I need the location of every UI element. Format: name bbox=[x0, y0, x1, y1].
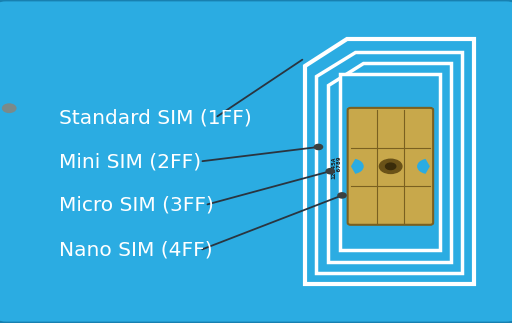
Wedge shape bbox=[352, 160, 363, 173]
Circle shape bbox=[386, 163, 396, 170]
Polygon shape bbox=[316, 52, 462, 273]
Text: Nano SIM (4FF): Nano SIM (4FF) bbox=[59, 241, 212, 260]
Circle shape bbox=[338, 193, 346, 198]
Bar bbox=[340, 74, 440, 250]
Text: Micro SIM (3FF): Micro SIM (3FF) bbox=[59, 196, 214, 214]
Text: Standard SIM (1FF): Standard SIM (1FF) bbox=[59, 109, 251, 127]
Circle shape bbox=[3, 104, 16, 112]
Polygon shape bbox=[328, 63, 451, 262]
Wedge shape bbox=[418, 160, 429, 173]
FancyBboxPatch shape bbox=[348, 108, 433, 225]
Circle shape bbox=[379, 159, 402, 173]
Text: 12345A
  6789: 12345A 6789 bbox=[331, 157, 343, 179]
Text: Mini SIM (2FF): Mini SIM (2FF) bbox=[59, 152, 201, 171]
Circle shape bbox=[314, 144, 323, 150]
Polygon shape bbox=[305, 39, 474, 284]
Circle shape bbox=[326, 169, 334, 174]
